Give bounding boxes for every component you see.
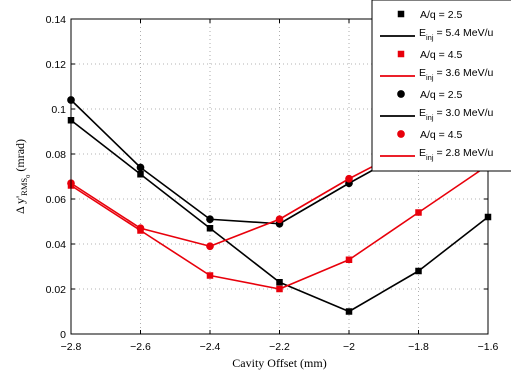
y-tick-label: 0.02 [46, 284, 67, 296]
legend-label: A/q = 4.5 [420, 129, 462, 141]
series-line [70, 142, 419, 248]
x-tick-label: −2.2 [269, 341, 290, 353]
legend-label: A/q = 2.5 [420, 89, 462, 101]
y-axis-label: Δ y'RMS0 (mrad) [13, 139, 32, 214]
x-tick-label: −2.8 [61, 341, 82, 353]
y-tick-label: 0.04 [46, 239, 67, 251]
legend: A/q = 2.5 Einj = 5.4 MeV/u A/q = 4.5 Einj =… [371, 0, 511, 172]
y-tick-label: 0.1 [51, 104, 66, 116]
y-axis-label-subsub: 0 [25, 175, 32, 178]
y-axis-label-suffix: (mrad) [13, 139, 27, 175]
legend-label: A/q = 4.5 [420, 49, 462, 61]
y-axis-label-sub: RMS [19, 178, 29, 196]
data-point [206, 242, 214, 251]
legend-entry-3: A/q = 2.5 Einj = 3.0 MeV/u [380, 89, 494, 122]
x-tick-label: −2 [343, 341, 355, 353]
x-tick-label: −2.4 [200, 341, 221, 353]
data-point [136, 163, 145, 172]
x-tick-label: −1.8 [408, 341, 429, 353]
legend-box [371, 0, 511, 172]
series-4 [67, 138, 423, 251]
y-tick-label: 0.14 [46, 14, 67, 26]
data-point [276, 279, 283, 286]
axis-ticks: −2.8 −2.6 −2.4 −2.2 −2 −1.8 −1.6 0 0.02 0.04 0.06 0… [46, 14, 499, 353]
legend-label-energy: Einj = 3.6 MeV/u [419, 67, 494, 82]
x-tick-label: −2.6 [130, 341, 151, 353]
data-point [137, 171, 144, 178]
data-point [345, 256, 353, 263]
legend-marker [397, 50, 405, 58]
data-point [415, 209, 422, 216]
legend-marker [397, 90, 405, 98]
legend-entry-4: A/q = 4.5 Einj = 2.8 MeV/u [380, 129, 494, 162]
data-point [206, 225, 214, 232]
data-point [345, 308, 353, 315]
series-line [70, 99, 419, 225]
data-point [275, 215, 284, 224]
legend-entry-2: A/q = 4.5 Einj = 3.6 MeV/u [380, 49, 494, 82]
y-tick-label: 0 [60, 329, 66, 341]
data-point [136, 224, 145, 233]
x-axis-label: Cavity Offset (mm) [232, 356, 326, 370]
y-axis-label-prefix: Δ y' [13, 196, 27, 214]
legend-label-energy: Einj = 5.4 MeV/u [419, 27, 494, 42]
data-point [206, 272, 214, 279]
legend-label: A/q = 2.5 [420, 9, 462, 21]
legend-marker [397, 130, 405, 138]
data-point [276, 285, 283, 293]
data-point [206, 215, 214, 224]
legend-label-energy: Einj = 2.8 MeV/u [419, 147, 494, 162]
y-tick-label: 0.08 [46, 149, 67, 161]
data-point [345, 174, 353, 183]
y-tick-label: 0.12 [46, 59, 67, 71]
data-point [415, 267, 422, 275]
x-tick-label: −1.6 [478, 341, 499, 353]
legend-label-energy: Einj = 3.0 MeV/u [419, 107, 494, 122]
legend-entry-1: A/q = 2.5 Einj = 5.4 MeV/u [380, 9, 494, 42]
legend-marker [397, 10, 405, 18]
y-tick-label: 0.06 [46, 194, 67, 206]
